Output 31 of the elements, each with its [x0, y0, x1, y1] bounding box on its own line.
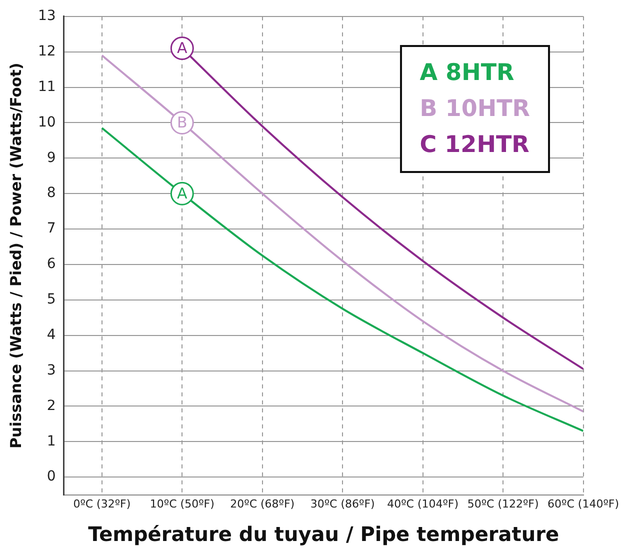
annotation: B: [177, 114, 188, 132]
text: C 12HTR: [420, 131, 530, 160]
text: B 10HTR: [420, 95, 530, 124]
x-tick-label: 30ºC (86ºF): [310, 497, 375, 510]
y-tick-label: 11: [38, 78, 56, 95]
y-tick-label: 0: [46, 468, 56, 485]
y-axis-title: Puissance (Watts / Pied) / Power (Watts/Foot): [6, 62, 25, 448]
y-tick-label: 13: [38, 8, 56, 24]
x-tick-label: 40ºC (104ºF): [387, 497, 459, 510]
y-tick-label: 4: [46, 326, 56, 343]
y-tick-label: 6: [46, 256, 56, 272]
text: A 8HTR: [420, 59, 516, 88]
x-tick-label: 60ºC (140ºF): [548, 497, 620, 510]
x-tick-label: 20ºC (68ºF): [230, 497, 295, 510]
line-series: [100, 127, 584, 432]
y-tick-label: 8: [46, 185, 56, 202]
annotation: A: [177, 184, 188, 202]
x-tick-label: 50ºC (122ºF): [467, 497, 539, 510]
y-tick-label: 1: [46, 433, 56, 450]
x-axis-title: Température du tuyau / Pipe temperature: [88, 522, 560, 546]
y-tick-label: 5: [46, 292, 56, 308]
y-tick-label: 2: [46, 398, 56, 414]
y-tick-label: 12: [38, 43, 56, 60]
annotation: A: [177, 39, 188, 58]
y-tick-label: 10: [38, 114, 56, 130]
line-series: [100, 54, 584, 413]
y-tick-label: 7: [46, 220, 56, 237]
y-tick-label: 3: [46, 362, 56, 378]
x-tick-label: 10ºC (50ºF): [150, 497, 214, 510]
x-tick-label: 0ºC (32ºF): [73, 497, 131, 510]
y-tick-label: 9: [46, 150, 56, 166]
